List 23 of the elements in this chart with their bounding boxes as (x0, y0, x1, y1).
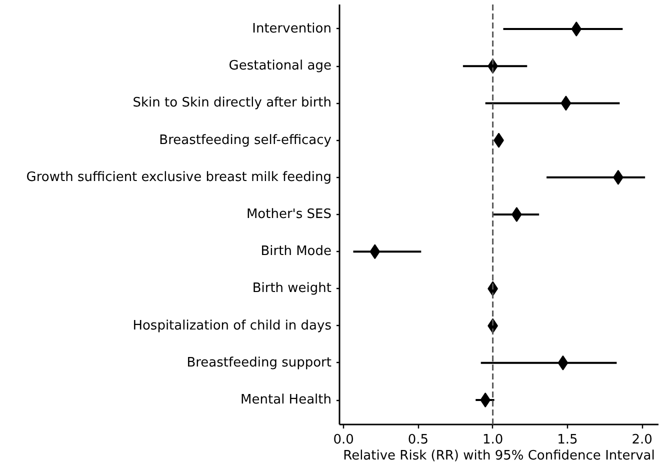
point (571, 21, 582, 36)
y-tick-label: Gestational age (228, 58, 332, 74)
point (480, 392, 491, 408)
x-tick-label: 0.0 (333, 432, 354, 448)
x-tick-label: 0.5 (408, 432, 429, 448)
y-tick-label: Birth Mode (260, 244, 332, 260)
y-tick-label: Breastfeeding support (186, 355, 332, 370)
y-tick-label: Mother's SES (246, 207, 332, 222)
point (370, 244, 380, 260)
y-tick-label: Intervention (252, 21, 332, 36)
y-tick-label: Birth weight (252, 281, 332, 296)
x-tick-label: 2.0 (632, 432, 652, 448)
y-tick-label: Hospitalization of child in days (132, 318, 332, 334)
y-tick-label: Skin to Skin directly after birth (132, 96, 332, 111)
y-tick-label: Growth sufficient exclusive breast milk feeding (26, 170, 332, 185)
point (560, 96, 572, 111)
y-tick-label: Mental Health (240, 392, 332, 408)
y-tick-label: Breastfeeding self-efficacy (159, 132, 332, 148)
point (558, 355, 568, 370)
x-tick-label: 1.5 (557, 432, 578, 448)
x-axis-title: Relative Risk (RR) with 95% Confidence Interval (343, 448, 655, 464)
point (512, 207, 522, 222)
x-tick-label: 1.0 (482, 432, 504, 448)
